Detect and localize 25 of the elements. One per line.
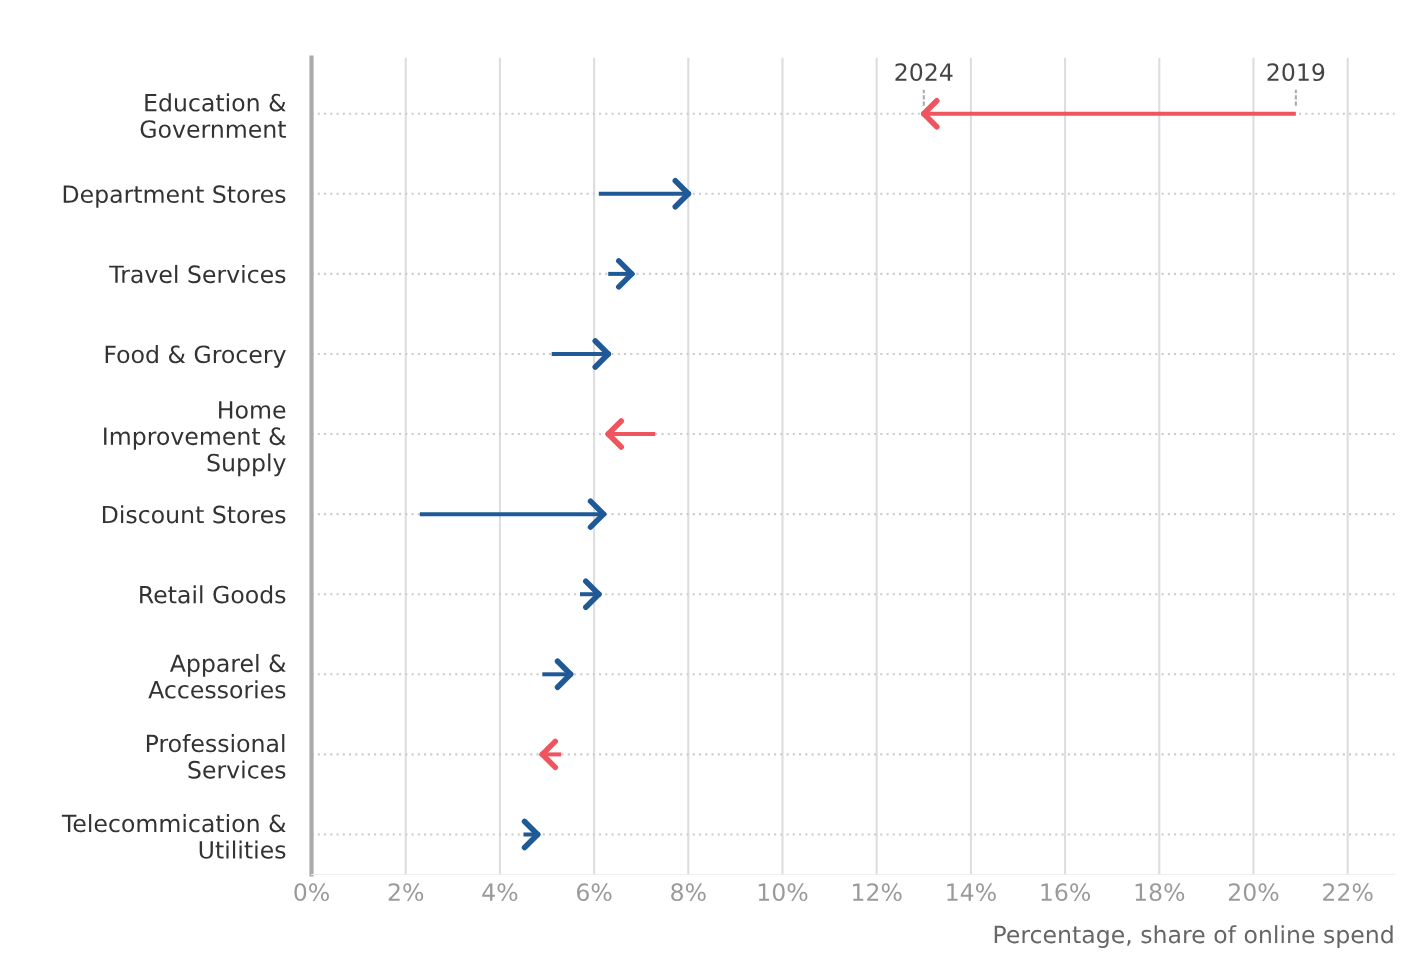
y-tick-label: Retail Goods — [140, 585, 286, 604]
annotation: 2024 — [895, 63, 953, 82]
x-tick-label: 20% — [1228, 883, 1279, 902]
x-tick-label: 4% — [482, 883, 518, 902]
x-tick-label: 22% — [1323, 883, 1373, 902]
y-tick-label: Department Stores — [63, 185, 286, 208]
y-tick-label: Apparel & Accessories — [148, 653, 286, 699]
y-tick-label: Professional Services — [146, 733, 286, 779]
x-tick-label: 6% — [577, 883, 612, 902]
x-tick-label: 0% — [294, 883, 329, 902]
y-tick-label: Food & Grocery — [105, 345, 286, 368]
x-tick-label: 14% — [947, 883, 996, 902]
x-tick-label: 12% — [853, 883, 902, 902]
y-tick-label: Telecommication & Utilities — [61, 814, 286, 859]
y-tick-label: Discount Stores — [102, 505, 286, 524]
x-tick-label: 8% — [671, 883, 706, 902]
x-tick-label: 10% — [758, 883, 808, 902]
y-tick-label: Travel Services — [109, 264, 286, 284]
y-tick-label: Home Improvement & Supply — [104, 401, 286, 477]
x-tick-label: 2% — [388, 883, 424, 902]
x-tick-label: 18% — [1135, 883, 1185, 902]
y-tick-label: Education & Government — [140, 93, 286, 139]
x-tick-label: 16% — [1041, 883, 1091, 902]
x-axis-title: Percentage, share of online spend — [994, 925, 1393, 948]
annotation: 2019 — [1267, 63, 1325, 82]
